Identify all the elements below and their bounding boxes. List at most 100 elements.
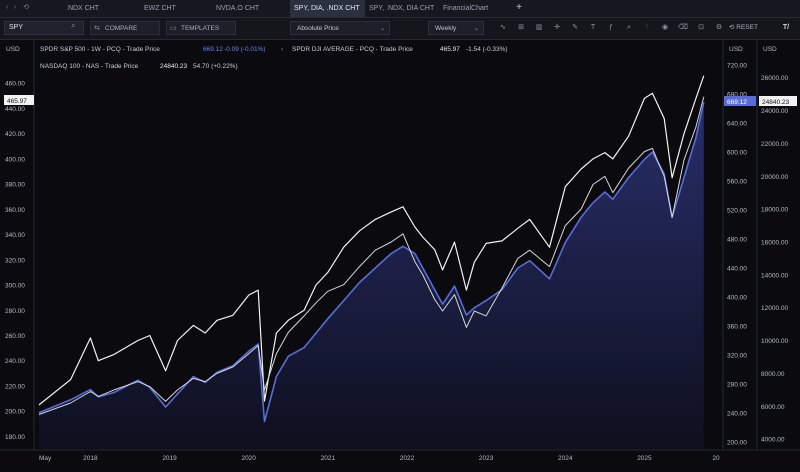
draw-icon[interactable]: ✎ xyxy=(572,24,578,31)
tab-bar: ‹ › ⟲ .NDX CHT EWZ CHT NVDA.O CHT SPY, D… xyxy=(0,0,800,18)
right1-last-value-badge xyxy=(724,96,756,106)
restore-icon[interactable]: ⟲ xyxy=(23,4,29,11)
eye-icon[interactable]: ◉ xyxy=(661,24,669,31)
left-last-value: 465.97 xyxy=(7,98,27,105)
candles-icon[interactable]: ⫶ xyxy=(646,24,648,31)
left-axis-tick-label: 360.00 xyxy=(5,207,25,214)
camera-icon[interactable]: ⊡ xyxy=(698,24,704,31)
crosshair-icon[interactable]: ✛ xyxy=(554,24,560,31)
legend-dia-change: -1.54 (-0.33%) xyxy=(466,46,508,53)
reset-button[interactable]: ⟲ RESET xyxy=(729,21,758,35)
templates-button[interactable]: ▭ TEMPLATES xyxy=(166,21,236,35)
price-mode-dropdown[interactable]: Absolute Price ⌄ xyxy=(290,21,390,35)
left-axis-tick-label: 240.00 xyxy=(5,358,25,365)
zoom-icon[interactable]: ⌕ xyxy=(627,24,631,31)
right2-axis-tick-label: 16000.00 xyxy=(761,240,788,247)
right1-currency-label[interactable]: USD xyxy=(729,46,743,53)
price-chart[interactable]: 460.00 440.00 420.00 400.00 380.00 360.00 340.… xyxy=(0,40,800,467)
price-mode-value: Absolute Price xyxy=(297,25,339,32)
line-chart-icon[interactable]: ∿ xyxy=(500,24,506,31)
chevron-down-icon: ⌄ xyxy=(379,26,385,32)
tab-ewz-cht[interactable]: EWZ CHT xyxy=(140,0,212,17)
reset-label: RESET xyxy=(736,24,758,31)
x-axis-tick-label: 20 xyxy=(712,455,720,462)
x-axis-tick-label: 2024 xyxy=(558,455,573,462)
x-axis-tick-label: 2025 xyxy=(637,455,652,462)
right2-axis-tick-label: 10000.00 xyxy=(761,338,788,345)
chart-area[interactable]: 460.00 440.00 420.00 400.00 380.00 360.00 340.… xyxy=(0,40,800,467)
compare-button[interactable]: ⇆ COMPARE xyxy=(90,21,160,35)
symbol-input[interactable] xyxy=(4,21,84,35)
right1-axis-tick-label: 640.00 xyxy=(727,121,747,128)
left-axis-tick-label: 280.00 xyxy=(5,308,25,315)
interval-value: Weekly xyxy=(435,25,457,32)
gear-icon[interactable]: ⚙ xyxy=(715,24,723,31)
x-axis-tick-label: 2023 xyxy=(479,455,494,462)
right2-axis-tick-label: 18000.00 xyxy=(761,207,788,214)
x-axis-tick-label: 2022 xyxy=(400,455,415,462)
right1-axis-tick-label: 520.00 xyxy=(727,208,747,215)
left-currency-label[interactable]: USD xyxy=(6,46,20,53)
right1-axis-tick-label: 200.00 xyxy=(727,439,747,446)
right1-axis-tick-label: 480.00 xyxy=(727,237,747,244)
x-axis-tick-label: 2021 xyxy=(321,455,336,462)
add-tab-icon[interactable]: + xyxy=(516,2,522,13)
left-axis-tick-label: 200.00 xyxy=(5,409,25,416)
tab-spy-dia-ndx-cht[interactable]: SPY, DIA, .NDX CHT xyxy=(290,0,365,17)
tab-nvda-cht[interactable]: NVDA.O CHT xyxy=(212,0,290,17)
legend-spy-last: 669.12 xyxy=(203,46,223,53)
reset-icon: ⟲ xyxy=(729,24,737,31)
right1-axis-tick-label: 320.00 xyxy=(727,352,747,359)
left-axis-tick-label: 180.00 xyxy=(5,434,25,441)
legend-ndx-name: NASDAQ 100 - NAS - Trade Price xyxy=(40,63,139,70)
legend-spy-name: SPDR S&P 500 - 1W - PCQ - Trade Price xyxy=(40,46,160,53)
indicator-icon[interactable]: ƒ xyxy=(609,24,613,31)
tab-label: NVDA.O CHT xyxy=(216,5,260,12)
right1-axis-tick-label: 600.00 xyxy=(727,150,747,157)
grid-icon[interactable]: ⊞ xyxy=(518,24,524,31)
tab-financialchart[interactable]: FinancialChart xyxy=(439,0,511,17)
folder-icon: ▭ xyxy=(170,25,177,32)
series-line-ndx[interactable] xyxy=(38,96,705,415)
left-axis-tick-label: 440.00 xyxy=(5,106,25,113)
text-icon[interactable]: T xyxy=(590,24,596,31)
tab-spy-ndx-dia-cht[interactable]: SPY, .NDX, DIA CHT xyxy=(365,0,439,17)
back-arrow-icon[interactable]: ‹ xyxy=(5,4,9,11)
right2-axis-tick-label: 12000.00 xyxy=(761,305,788,312)
tab-label: .NDX CHT xyxy=(66,5,100,12)
right2-axis-tick-label: 8000.00 xyxy=(761,371,785,378)
bar-chart-icon[interactable]: ▥ xyxy=(535,24,543,31)
right1-axis-tick-label: 400.00 xyxy=(727,294,747,301)
tab-ndx-cht[interactable]: .NDX CHT xyxy=(62,0,140,17)
right2-axis-tick-label: 20000.00 xyxy=(761,174,788,181)
right2-axis-tick-label: 24000.00 xyxy=(761,108,788,115)
left-axis-tick-label: 420.00 xyxy=(5,131,25,138)
x-axis-tick-label: May xyxy=(39,455,52,462)
series-line-spy[interactable] xyxy=(38,102,705,423)
legend-collapse-icon[interactable]: ‹ xyxy=(281,46,283,53)
compare-label: COMPARE xyxy=(105,25,138,32)
forward-arrow-icon[interactable]: › xyxy=(13,4,17,11)
left-axis-tick-label: 220.00 xyxy=(5,383,25,390)
x-axis-tick-label: 2020 xyxy=(241,455,256,462)
right2-axis-tick-label: 14000.00 xyxy=(761,272,788,279)
right2-axis-tick-label: 6000.00 xyxy=(761,404,785,411)
right1-axis-tick-label: 280.00 xyxy=(727,381,747,388)
left-axis-tick-label: 460.00 xyxy=(5,81,25,88)
tradingview-logo-icon: T/ xyxy=(782,24,790,31)
trash-icon[interactable]: ⌫ xyxy=(678,24,688,31)
right2-last-value: 24840.23 xyxy=(762,99,789,106)
left-axis-tick-label: 320.00 xyxy=(5,257,25,264)
search-icon[interactable]: ⌕ xyxy=(71,21,76,30)
right2-axis-tick-label: 26000.00 xyxy=(761,75,788,82)
legend-ndx-change: 54.70 (+0.22%) xyxy=(193,63,238,70)
right2-currency-label[interactable]: USD xyxy=(763,46,777,53)
legend-ndx-last: 24840.23 xyxy=(160,63,187,70)
right1-axis-tick-label: 680.00 xyxy=(727,92,747,99)
legend-spy-change: -0.09 (-0.01%) xyxy=(224,46,266,53)
series-line-dia[interactable] xyxy=(38,75,705,406)
tab-label: SPY, .NDX, DIA CHT xyxy=(369,5,435,12)
interval-dropdown[interactable]: Weekly ⌄ xyxy=(428,21,484,35)
chevron-down-icon: ⌄ xyxy=(473,26,479,32)
right2-axis-tick-label: 22000.00 xyxy=(761,141,788,148)
